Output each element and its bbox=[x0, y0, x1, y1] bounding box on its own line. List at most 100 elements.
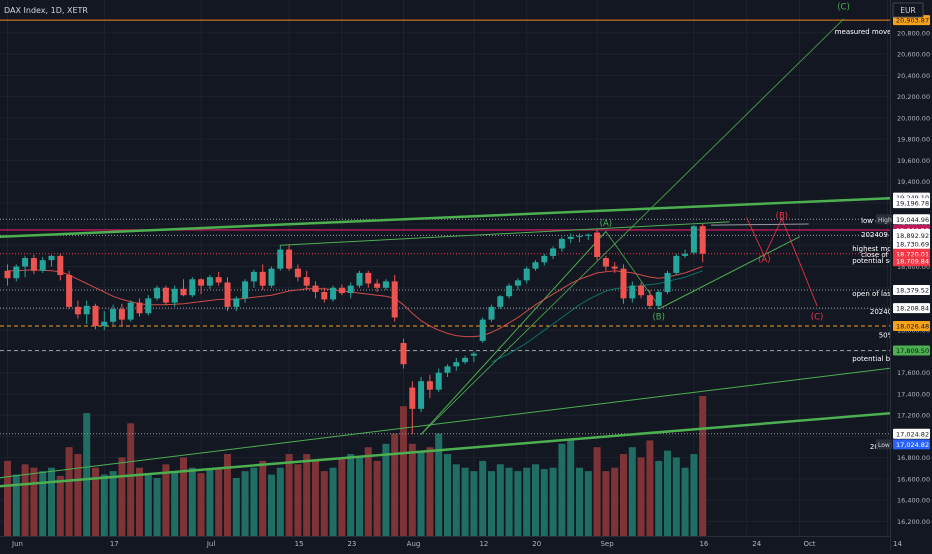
trendline-3[interactable] bbox=[279, 221, 730, 246]
currency-button[interactable] bbox=[892, 2, 924, 18]
price-tick-label: 16,400.00 bbox=[897, 497, 930, 505]
price-axis-background[interactable] bbox=[890, 0, 932, 550]
annotation-label-11[interactable]: (C) bbox=[837, 2, 850, 12]
trendline-10[interactable] bbox=[763, 218, 783, 257]
price-level-badge[interactable] bbox=[893, 15, 930, 26]
candle-body bbox=[13, 266, 20, 279]
price-axis[interactable]: 16,200.00 16,400.00 16,600.00 16,800.00 17,0… bbox=[876, 15, 930, 526]
candle-body bbox=[356, 272, 363, 286]
time-tick-label: 16 bbox=[699, 540, 708, 548]
annotation-label-15[interactable]: (A) bbox=[758, 255, 770, 265]
volume-bar bbox=[417, 450, 425, 536]
volume-bar bbox=[461, 467, 469, 536]
price-level-badge[interactable] bbox=[893, 239, 930, 250]
volume-bar bbox=[232, 477, 240, 536]
price-level-badge[interactable] bbox=[893, 198, 930, 209]
trendline-1[interactable] bbox=[0, 408, 932, 488]
chart-title: DAX Index, 1D, XETR bbox=[4, 6, 88, 15]
price-level-badge-text: 18,379.52 bbox=[896, 286, 929, 294]
volume-bar bbox=[74, 454, 82, 536]
volume-bar bbox=[109, 471, 117, 536]
candle-body bbox=[294, 268, 301, 278]
volume-bar bbox=[153, 477, 161, 536]
price-level-badge[interactable] bbox=[893, 230, 930, 241]
volume-bar bbox=[250, 467, 258, 536]
candle-body bbox=[646, 295, 653, 306]
candle-body bbox=[690, 226, 697, 253]
price-level-badge[interactable] bbox=[893, 428, 930, 439]
price-level-badge-text: 17,809.50 bbox=[896, 347, 929, 355]
trendline-6[interactable] bbox=[420, 18, 844, 435]
time-tick-label: 14 bbox=[893, 540, 902, 548]
trendline-2[interactable] bbox=[0, 362, 932, 479]
trendline-0[interactable] bbox=[0, 195, 932, 238]
annotation-label-2[interactable]: 202409 ath bbox=[861, 231, 901, 239]
candle-body bbox=[479, 319, 486, 341]
candle-body bbox=[39, 260, 46, 271]
price-level-badge[interactable] bbox=[893, 303, 930, 314]
candle-body bbox=[673, 255, 680, 273]
candle-body bbox=[171, 288, 178, 303]
currency-label: EUR bbox=[900, 6, 915, 15]
time-tick-label: 12 bbox=[479, 540, 488, 548]
trendline-8[interactable] bbox=[711, 223, 809, 226]
volume-bar bbox=[505, 467, 513, 536]
volume-bar bbox=[479, 460, 487, 536]
price-level-badge-text: 17,024.82 bbox=[896, 430, 929, 438]
volume-bar bbox=[558, 443, 566, 536]
time-axis-background[interactable] bbox=[0, 536, 890, 550]
trendline-9[interactable] bbox=[746, 217, 765, 257]
trendline-5[interactable] bbox=[420, 230, 607, 435]
candle-body bbox=[206, 277, 213, 286]
volume-bar bbox=[532, 464, 539, 536]
candle-body bbox=[550, 248, 557, 256]
candle-body bbox=[655, 292, 662, 306]
volume-bar bbox=[180, 457, 187, 536]
price-level-badge[interactable] bbox=[893, 439, 930, 450]
time-axis[interactable]: Jun17Jul1523Aug1220Sep1624Oct1422 bbox=[0, 536, 932, 550]
volume-bar bbox=[118, 457, 126, 536]
candle-body bbox=[374, 283, 381, 288]
annotation-label-12[interactable]: (A) bbox=[600, 219, 612, 229]
candle-body bbox=[594, 232, 601, 257]
candle-body bbox=[682, 253, 689, 256]
annotation-label-13[interactable]: (B) bbox=[652, 312, 664, 322]
candlesticks bbox=[4, 224, 706, 435]
volume-bar bbox=[259, 460, 267, 536]
annotation-label-9[interactable]: potential buy zone bbox=[852, 355, 917, 363]
volume-bar bbox=[373, 460, 381, 536]
volume-bar bbox=[514, 471, 522, 536]
candle-body bbox=[127, 302, 134, 320]
price-level-badge-text: 18,208.84 bbox=[896, 305, 929, 313]
volume-bar bbox=[444, 454, 451, 536]
price-tick-label: 16,800.00 bbox=[897, 454, 930, 462]
candle-body bbox=[567, 236, 574, 239]
volume-bar bbox=[347, 454, 355, 536]
annotation-label-5[interactable]: potential sell zone bbox=[852, 257, 916, 265]
annotation-label-16[interactable]: (C) bbox=[811, 312, 824, 322]
candle-body bbox=[338, 287, 345, 294]
price-level-badge[interactable] bbox=[893, 320, 930, 331]
axis-badge-text: Low bbox=[878, 442, 890, 449]
annotation-label-0[interactable]: measured move target bbox=[835, 28, 916, 36]
annotation-label-6[interactable]: open of last week bbox=[852, 290, 915, 298]
trendlines[interactable] bbox=[0, 18, 932, 488]
volume-bar bbox=[65, 447, 73, 536]
volume-bar bbox=[136, 467, 143, 536]
volume-bar bbox=[83, 413, 91, 536]
trendline-4[interactable] bbox=[658, 236, 800, 310]
price-level-badge[interactable] bbox=[893, 284, 930, 295]
volume-bar bbox=[435, 433, 443, 536]
volume-bar bbox=[364, 447, 372, 536]
price-level-badge[interactable] bbox=[893, 214, 930, 225]
candle-body bbox=[74, 306, 81, 315]
candle-body bbox=[136, 302, 143, 314]
price-level-badge[interactable] bbox=[893, 256, 930, 267]
candle-body bbox=[347, 285, 354, 294]
time-tick-label: Jun bbox=[11, 540, 23, 548]
trendline-11[interactable] bbox=[781, 218, 818, 307]
price-level-badge[interactable] bbox=[893, 345, 930, 356]
annotation-label-14[interactable]: (B) bbox=[776, 212, 788, 222]
